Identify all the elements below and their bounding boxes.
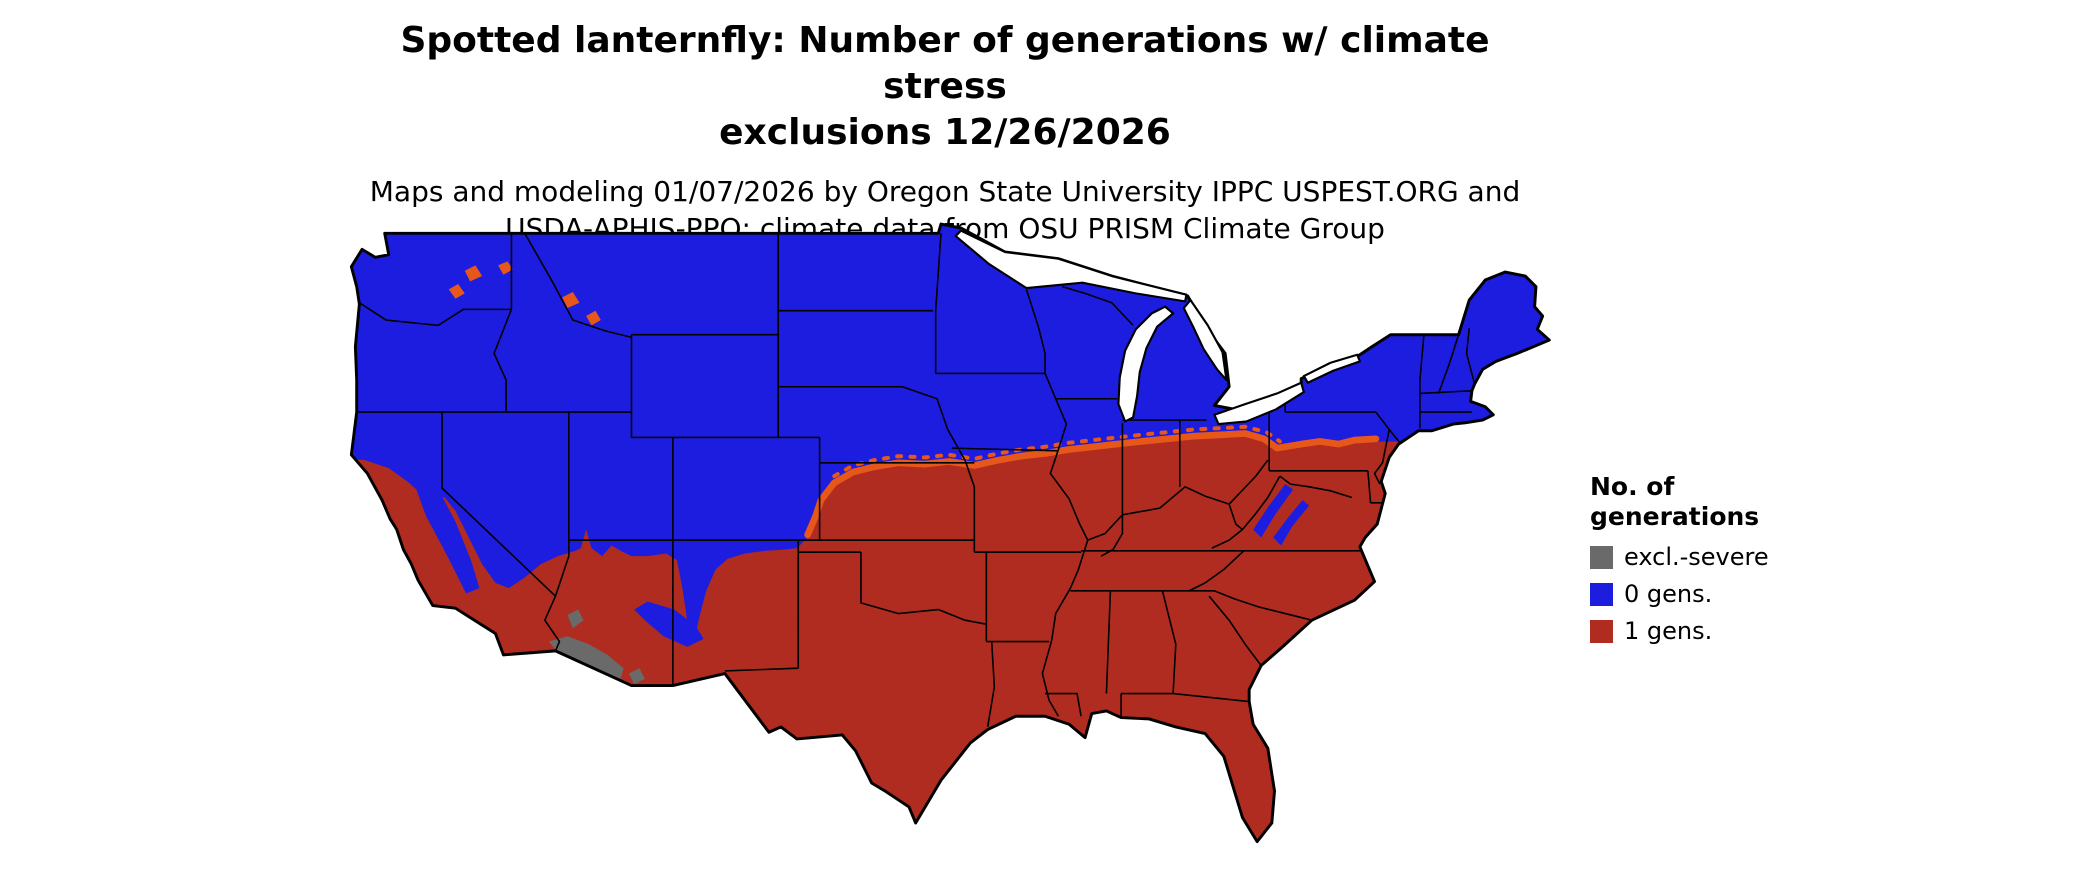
lake-michigan <box>1117 305 1175 423</box>
legend-label-excl-severe: excl.-severe <box>1624 543 1769 571</box>
legend-swatch-excl-severe <box>1590 545 1613 569</box>
lake-erie <box>1213 381 1305 426</box>
transition-band <box>804 430 1380 539</box>
transition-band-speckle <box>832 424 1282 479</box>
state-borders <box>356 232 1476 728</box>
figure-title-line2: exclusions 12/26/2026 <box>719 112 1171 154</box>
map-legend: No. of generations excl.-severe 0 gens. … <box>1590 472 1810 654</box>
lake-ontario <box>1302 353 1361 384</box>
legend-rows: excl.-severe 0 gens. 1 gens. <box>1590 543 1810 645</box>
figure-header: Spotted lanternfly: Number of generation… <box>345 18 1545 247</box>
lake-superior <box>954 229 1188 303</box>
legend-row-0-gens: 0 gens. <box>1590 580 1810 608</box>
figure-title: Spotted lanternfly: Number of generation… <box>345 18 1545 156</box>
legend-row-1-gens: 1 gens. <box>1590 617 1810 645</box>
map-fill-layers <box>351 224 1550 842</box>
us-map <box>349 222 1551 844</box>
us-map-container <box>338 220 1552 891</box>
transition-west-specks <box>448 261 601 326</box>
legend-swatch-1-gens <box>1590 619 1613 643</box>
figure-title-line1: Spotted lanternfly: Number of generation… <box>400 20 1490 108</box>
legend-label-0-gens: 0 gens. <box>1624 580 1713 608</box>
legend-title: No. of generations <box>1590 472 1760 531</box>
great-lakes <box>954 229 1361 426</box>
lake-huron <box>1182 298 1228 382</box>
legend-label-1-gens: 1 gens. <box>1624 617 1713 645</box>
legend-swatch-0-gens <box>1590 582 1613 606</box>
figure-subtitle-line1: Maps and modeling 01/07/2026 by Oregon S… <box>369 175 1521 209</box>
legend-row-excl-severe: excl.-severe <box>1590 543 1810 571</box>
